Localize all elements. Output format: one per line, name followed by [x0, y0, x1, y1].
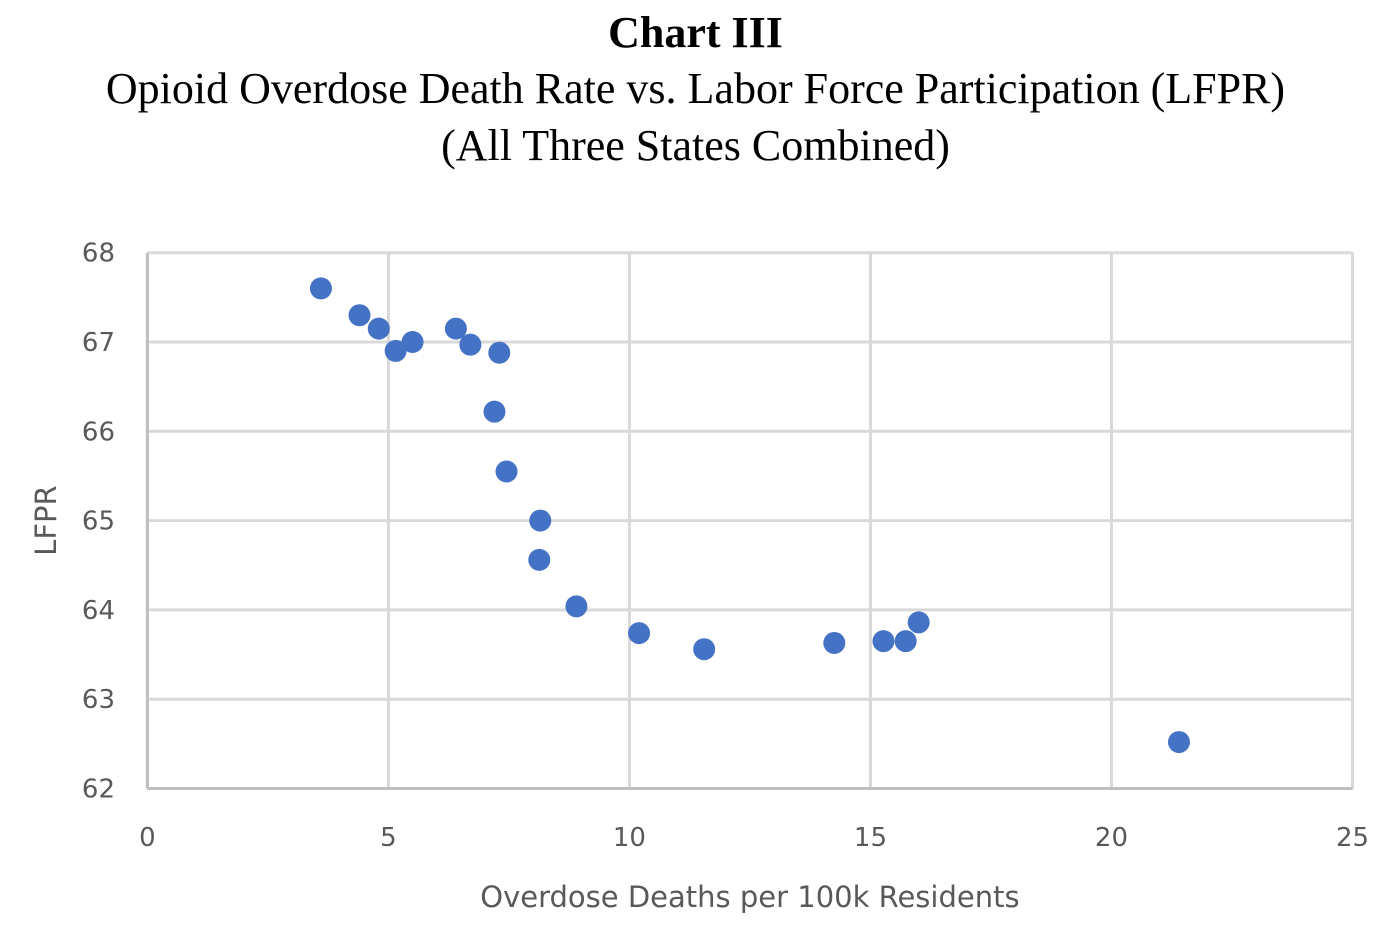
x-tick-label: 25 — [1336, 823, 1369, 853]
y-axis-title: LFPR — [29, 485, 63, 555]
y-tick-label: 63 — [82, 685, 115, 715]
chart-subtitle: Opioid Overdose Death Rate vs. Labor For… — [105, 64, 1286, 113]
data-point — [367, 317, 390, 340]
data-point — [483, 400, 506, 423]
data-point — [459, 333, 482, 356]
y-tick-label: 65 — [82, 507, 115, 537]
y-tick-label: 64 — [82, 596, 115, 626]
x-tick-label: 15 — [854, 823, 887, 853]
data-point — [565, 595, 588, 618]
chart-title: Chart III — [608, 8, 783, 57]
x-tick-label: 5 — [380, 823, 397, 853]
data-point — [628, 622, 651, 645]
gridlines — [145, 251, 1354, 790]
x-axis-title: Overdose Deaths per 100k Residents — [480, 880, 1019, 914]
data-point — [401, 331, 424, 353]
data-point — [894, 630, 917, 653]
data-point — [907, 611, 930, 634]
chart-subtitle-2: (All Three States Combined) — [441, 121, 950, 170]
x-tick-label: 20 — [1095, 823, 1128, 853]
data-point — [384, 339, 407, 362]
x-tick-label: 10 — [613, 823, 646, 853]
data-point — [348, 304, 371, 327]
data-point — [693, 638, 716, 661]
y-tick-label: 67 — [82, 328, 115, 358]
y-tick-label: 68 — [82, 239, 115, 269]
data-point — [529, 509, 552, 532]
data-point — [823, 631, 846, 654]
data-point — [528, 548, 551, 571]
data-point — [488, 341, 511, 364]
x-tick-label: 0 — [139, 823, 156, 853]
data-point — [872, 630, 895, 653]
data-point — [495, 460, 518, 483]
data-points — [309, 277, 1190, 754]
data-point — [309, 277, 332, 300]
tick-labels: 62 63 64 65 66 67 68 0 5 10 15 20 25 — [82, 239, 1369, 853]
y-tick-label: 62 — [82, 775, 115, 805]
y-tick-label: 66 — [82, 417, 115, 447]
data-point — [1167, 731, 1190, 754]
data-point — [444, 317, 467, 340]
